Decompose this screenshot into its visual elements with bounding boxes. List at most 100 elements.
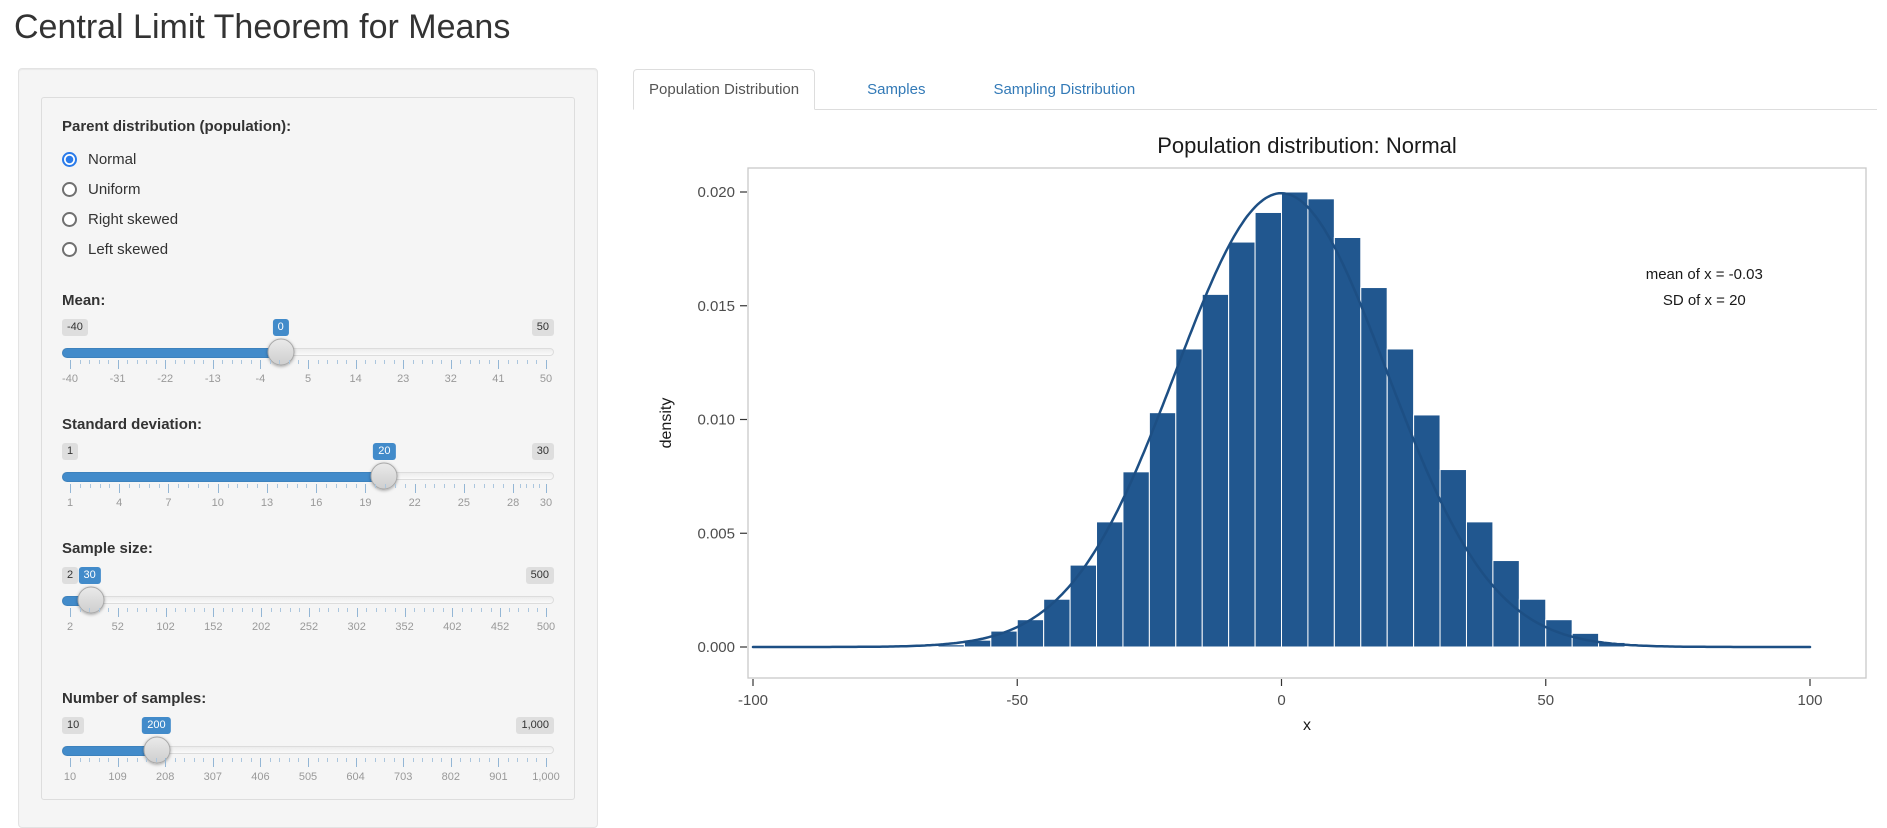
grid-tick-minor bbox=[394, 484, 396, 488]
grid-tick-minor bbox=[441, 360, 443, 364]
slider-handle[interactable] bbox=[267, 338, 295, 366]
slider-track[interactable] bbox=[62, 586, 554, 614]
grid-tick-minor bbox=[306, 484, 308, 488]
grid-tick-minor bbox=[148, 484, 150, 488]
grid-tick-minor bbox=[488, 758, 490, 762]
radio-unselected-icon[interactable] bbox=[62, 211, 77, 227]
grid-tick-label: 13 bbox=[260, 497, 274, 509]
grid-tick-label: 52 bbox=[111, 621, 124, 633]
slider-track[interactable] bbox=[62, 462, 554, 490]
grid-tick-minor bbox=[444, 484, 446, 488]
grid-tick-minor bbox=[404, 484, 406, 488]
slider-max-label: 1,000 bbox=[516, 717, 554, 734]
grid-tick-label: -4 bbox=[255, 373, 266, 385]
tab-population-distribution[interactable]: Population Distribution bbox=[633, 69, 816, 110]
slider-value-badge: 20 bbox=[373, 443, 396, 460]
grid-tick-minor bbox=[384, 758, 386, 762]
grid-tick-label: 4 bbox=[116, 497, 123, 509]
slider-label-sd: Standard deviation: bbox=[62, 416, 203, 433]
grid-tick-major bbox=[498, 360, 500, 369]
grid-tick-minor bbox=[337, 608, 339, 612]
grid-tick-minor bbox=[336, 360, 338, 364]
grid-tick-minor bbox=[509, 608, 511, 612]
plot-panel-border bbox=[747, 167, 1867, 679]
slider-grid: 1 4 7 10 13 16 19 22 25 28 30 bbox=[66, 484, 552, 512]
radio-option-label: Normal bbox=[88, 150, 137, 168]
grid-tick-minor bbox=[393, 758, 395, 762]
grid-tick-label: 2 bbox=[66, 621, 74, 633]
grid-tick-minor bbox=[193, 758, 195, 762]
slider-badges: -40 50 0 bbox=[62, 319, 554, 338]
radio-option-uniform[interactable]: Uniform bbox=[62, 174, 554, 204]
grid-tick-minor bbox=[89, 360, 91, 364]
slider-badges: 2 500 30 bbox=[62, 567, 554, 586]
grid-tick-minor bbox=[251, 608, 253, 612]
histogram-bar bbox=[1228, 241, 1256, 648]
grid-tick-minor bbox=[108, 608, 110, 612]
grid-tick-minor bbox=[99, 484, 101, 488]
grid-tick-minor bbox=[79, 758, 81, 762]
radio-selected-icon[interactable] bbox=[62, 151, 77, 167]
grid-tick-label: 703 bbox=[394, 771, 413, 783]
grid-tick-label: 1 bbox=[66, 497, 74, 509]
grid-tick-minor bbox=[98, 360, 100, 364]
grid-tick-minor bbox=[288, 758, 290, 762]
grid-tick-minor bbox=[136, 758, 138, 762]
grid-tick-label: 109 bbox=[108, 771, 127, 783]
grid-tick-minor bbox=[146, 360, 148, 364]
slider-k: Number of samples: 10 1,000 200 10 109 208 307 4… bbox=[62, 690, 560, 786]
slider-track[interactable] bbox=[62, 736, 554, 764]
histogram-bar bbox=[1413, 414, 1441, 648]
grid-tick-minor bbox=[345, 484, 347, 488]
radio-unselected-icon[interactable] bbox=[62, 181, 77, 197]
grid-tick-label: 7 bbox=[165, 497, 172, 509]
grid-tick-major bbox=[165, 360, 167, 369]
grid-tick-minor bbox=[222, 608, 224, 612]
grid-tick-minor bbox=[279, 360, 281, 364]
grid-tick-major bbox=[316, 484, 318, 493]
slider-filled-bar bbox=[62, 472, 386, 482]
grid-tick-minor bbox=[109, 484, 111, 488]
grid-tick-minor bbox=[222, 758, 224, 762]
grid-tick-label: 500 bbox=[536, 621, 556, 633]
grid-tick-minor bbox=[250, 360, 252, 364]
grid-tick-minor bbox=[460, 360, 462, 364]
grid-tick-major bbox=[450, 360, 452, 369]
tab-samples[interactable]: Samples bbox=[867, 81, 926, 98]
histogram-bar bbox=[1386, 348, 1415, 648]
grid-tick-major bbox=[500, 608, 502, 617]
grid-tick-minor bbox=[138, 484, 140, 488]
grid-tick-major bbox=[463, 484, 465, 493]
slider-value-badge: 30 bbox=[78, 567, 101, 584]
radio-option-left-skewed[interactable]: Left skewed bbox=[62, 234, 554, 264]
grid-tick-minor bbox=[279, 758, 281, 762]
grid-tick-minor bbox=[327, 360, 329, 364]
grid-tick-minor bbox=[184, 360, 186, 364]
grid-tick-major bbox=[355, 758, 357, 767]
radio-unselected-icon[interactable] bbox=[62, 241, 77, 257]
slider-track[interactable] bbox=[62, 338, 554, 366]
grid-tick-major bbox=[70, 360, 71, 369]
grid-tick-minor bbox=[108, 360, 110, 364]
tab-sampling-distribution[interactable]: Sampling Distribution bbox=[993, 81, 1136, 98]
grid-tick-minor bbox=[247, 484, 249, 488]
grid-tick-minor bbox=[136, 360, 138, 364]
grid-tick-major bbox=[356, 608, 358, 617]
grid-tick-minor bbox=[365, 360, 367, 364]
grid-tick-major bbox=[261, 608, 263, 617]
radio-option-normal[interactable]: Normal bbox=[62, 144, 554, 174]
grid-tick-minor bbox=[536, 608, 538, 612]
grid-tick-minor bbox=[242, 608, 244, 612]
x-tick-label: -50 bbox=[1006, 692, 1028, 709]
grid-tick-major bbox=[212, 758, 214, 767]
slider-handle[interactable] bbox=[370, 462, 398, 490]
radio-option-right-skewed[interactable]: Right skewed bbox=[62, 204, 554, 234]
slider-label-n: Sample size: bbox=[62, 540, 153, 557]
radio-group: Normal Uniform Right skewed Left skewed bbox=[62, 144, 554, 264]
histogram-bar bbox=[1281, 191, 1309, 648]
grid-tick-minor bbox=[365, 758, 367, 762]
grid-tick-major bbox=[213, 608, 215, 617]
grid-tick-label: 802 bbox=[441, 771, 460, 783]
grid-tick-minor bbox=[479, 360, 481, 364]
grid-tick-minor bbox=[393, 360, 395, 364]
